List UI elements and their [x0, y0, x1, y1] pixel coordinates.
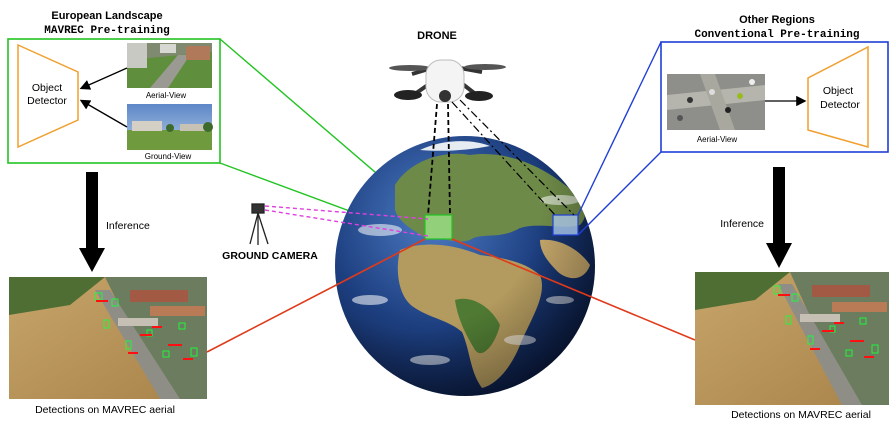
ground-camera-icon [249, 203, 269, 245]
drone-label: DRONE [417, 30, 457, 42]
left-panel-frame [7, 38, 221, 164]
left-inference-arrow [79, 172, 105, 272]
left-aerial-caption: Aerial-View [146, 91, 187, 100]
right-detector-label-line1: Object [823, 85, 853, 97]
earth-globe [335, 136, 595, 396]
right-panel-connector-bottom [577, 151, 662, 236]
right-inference-label: Inference [720, 218, 764, 230]
left-detector-label-line2: Detector [27, 95, 67, 107]
left-object-detector-shape [17, 43, 79, 149]
right-inference-arrow [766, 167, 792, 268]
right-detection-boxes [773, 285, 879, 357]
left-ground-thumbnail [127, 104, 213, 150]
left-ground-to-detector-arrow [79, 99, 128, 128]
right-aerial-thumbnail [667, 74, 765, 130]
left-aerial-to-detector-arrow [79, 67, 128, 90]
left-pretraining-panel: European Landscape MAVREC Pre-training O… [7, 10, 221, 164]
right-panel-connector-top [577, 41, 662, 216]
right-panel-subtitle: Conventional Pre-training [694, 29, 859, 41]
right-object-detector-shape [807, 45, 869, 148]
right-detection-caption: Detections on MAVREC aerial [731, 409, 871, 421]
ground-camera-rays [264, 205, 429, 237]
left-detection-caption: Detections on MAVREC aerial [35, 404, 175, 416]
other-region-highlight [552, 214, 579, 236]
right-detection-connector [451, 238, 696, 341]
left-detection-image [9, 277, 207, 399]
left-panel-subtitle: MAVREC Pre-training [44, 25, 169, 37]
left-detector-label-line1: Object [32, 82, 62, 94]
right-aerial-caption: Aerial-View [697, 135, 738, 144]
right-panel-frame [660, 41, 889, 153]
left-ground-caption: Ground-View [145, 152, 192, 161]
left-detection-connector [206, 238, 426, 353]
drone-view-lines [427, 99, 575, 216]
left-panel-title: European Landscape [51, 10, 162, 22]
drone-icon [389, 59, 506, 103]
right-detection-image [695, 272, 889, 405]
right-pretraining-panel: Other Regions Conventional Pre-training … [660, 14, 889, 153]
left-inference-label: Inference [106, 220, 150, 232]
europe-highlight-region [424, 214, 453, 240]
right-panel-title: Other Regions [739, 14, 815, 26]
ground-camera-label: GROUND CAMERA [222, 250, 318, 262]
left-aerial-thumbnail [127, 43, 212, 88]
right-detector-label-line2: Detector [820, 99, 860, 111]
